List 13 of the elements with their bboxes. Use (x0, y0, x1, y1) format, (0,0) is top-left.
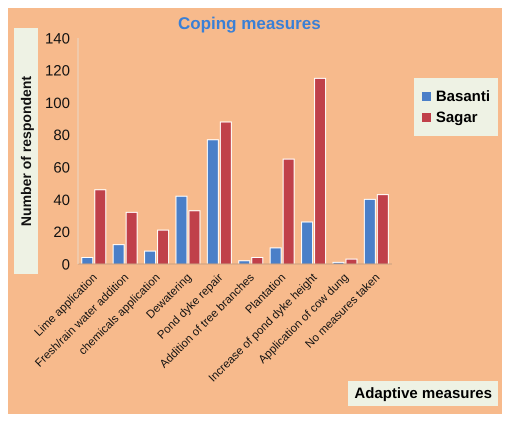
y-tick-label: 80 (53, 127, 70, 144)
y-tick-label: 0 (62, 256, 70, 274)
y-tick-label: 120 (44, 62, 70, 80)
chart-title: Coping measures (178, 14, 321, 34)
x-axis-title: Adaptive measures (348, 381, 498, 406)
y-tick-label: 100 (44, 94, 70, 112)
y-tick-label: 60 (53, 159, 70, 176)
y-tick-label: 40 (53, 192, 70, 209)
y-axis-title: Number of respondent (18, 76, 34, 226)
y-tick-label: 20 (53, 224, 70, 242)
y-tick-label: 140 (44, 30, 70, 48)
legend-label: Sagar (436, 109, 478, 126)
legend-label: Basanti (436, 88, 490, 105)
